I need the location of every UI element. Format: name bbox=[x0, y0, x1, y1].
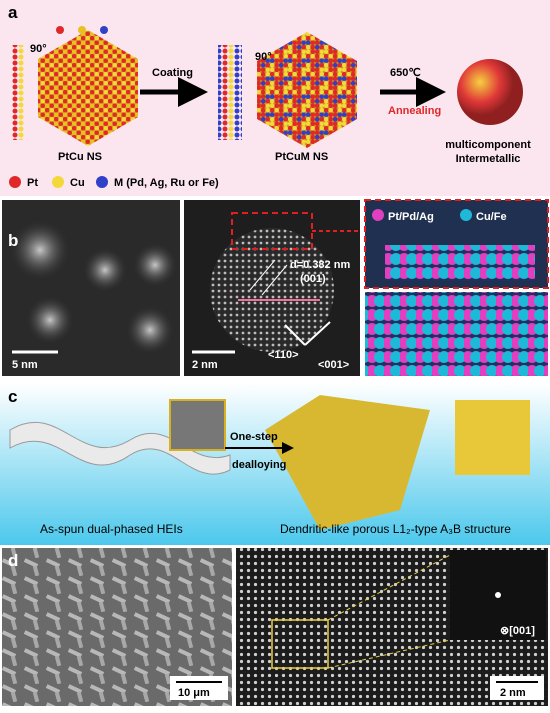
nanosheet bbox=[257, 32, 357, 148]
process-label: dealloying bbox=[232, 459, 286, 471]
legend-label: M (Pd, Ag, Ru or Fe) bbox=[114, 177, 219, 189]
scale-box bbox=[170, 676, 228, 700]
intermetallic-sphere bbox=[457, 59, 523, 125]
legend-swatch bbox=[372, 209, 384, 221]
atom-model bbox=[365, 292, 548, 376]
product-label: PtCu NS bbox=[58, 151, 102, 163]
inset-porous bbox=[455, 400, 530, 475]
fft-spot bbox=[495, 592, 501, 598]
legend-swatch bbox=[460, 209, 472, 221]
particle bbox=[83, 248, 127, 292]
atom bbox=[56, 26, 64, 34]
particle-lattice bbox=[210, 228, 334, 352]
legend-swatch bbox=[9, 176, 21, 188]
d-spacing: d=0.382 nm bbox=[290, 259, 350, 271]
product-label: PtCuM NS bbox=[275, 151, 328, 163]
product-label: multicomponent bbox=[445, 139, 531, 151]
panel-label: c bbox=[8, 387, 17, 406]
particle bbox=[10, 220, 70, 280]
direction-label: <001> bbox=[318, 359, 349, 371]
zoom-connector bbox=[327, 554, 451, 621]
rotation: 90° bbox=[255, 51, 272, 63]
zoom-box bbox=[231, 212, 313, 250]
plane-line bbox=[249, 259, 276, 291]
legend-label: Pt/Pd/Ag bbox=[388, 211, 434, 223]
caption: As-spun dual-phased HEIs bbox=[40, 522, 183, 536]
plane-label: (001) bbox=[300, 273, 326, 285]
atom bbox=[78, 26, 86, 34]
particle bbox=[133, 243, 177, 287]
caption: Dendritic-like porous L1₂-type A₃B struc… bbox=[280, 522, 511, 536]
ribbon bbox=[9, 422, 231, 475]
panel-label: d bbox=[8, 551, 18, 570]
panel-label: a bbox=[8, 3, 18, 22]
atom bbox=[100, 26, 108, 34]
temperature: 650℃ bbox=[390, 67, 421, 79]
zoom-box bbox=[271, 619, 329, 669]
particle bbox=[26, 296, 74, 344]
panel-label: b bbox=[8, 231, 18, 250]
plane-line bbox=[261, 264, 288, 296]
step: Coating bbox=[152, 67, 193, 79]
nanosheet bbox=[38, 30, 138, 146]
scale-label: 5 nm bbox=[12, 359, 38, 371]
process-label: One-step bbox=[230, 431, 278, 443]
scale-label: 2 nm bbox=[500, 687, 526, 699]
inset-cube bbox=[169, 399, 226, 451]
atom-model bbox=[385, 245, 535, 281]
legend-label: Cu/Fe bbox=[476, 211, 507, 223]
product-label: Intermetallic bbox=[456, 153, 521, 165]
direction-label: <110> bbox=[268, 349, 299, 361]
axis-arrow bbox=[304, 321, 331, 346]
particle bbox=[126, 306, 174, 354]
legend-label: Pt bbox=[27, 177, 38, 189]
scale-box bbox=[490, 676, 544, 700]
step: Annealing bbox=[388, 105, 441, 117]
rotation: 90° bbox=[30, 43, 47, 55]
legend-swatch bbox=[96, 176, 108, 188]
legend-label: Cu bbox=[70, 177, 85, 189]
zone-axis: ⊗[001] bbox=[500, 625, 535, 637]
strip bbox=[218, 45, 242, 140]
legend-swatch bbox=[52, 176, 64, 188]
scale-label: 2 nm bbox=[192, 359, 218, 371]
strip bbox=[12, 45, 24, 140]
axis-arrow bbox=[284, 324, 306, 346]
porous-sheet bbox=[265, 395, 430, 530]
scale-label: 10 μm bbox=[178, 687, 210, 699]
